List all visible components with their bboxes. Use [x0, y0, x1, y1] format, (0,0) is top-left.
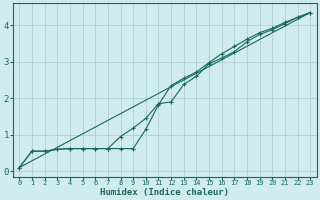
X-axis label: Humidex (Indice chaleur): Humidex (Indice chaleur) — [100, 188, 229, 197]
